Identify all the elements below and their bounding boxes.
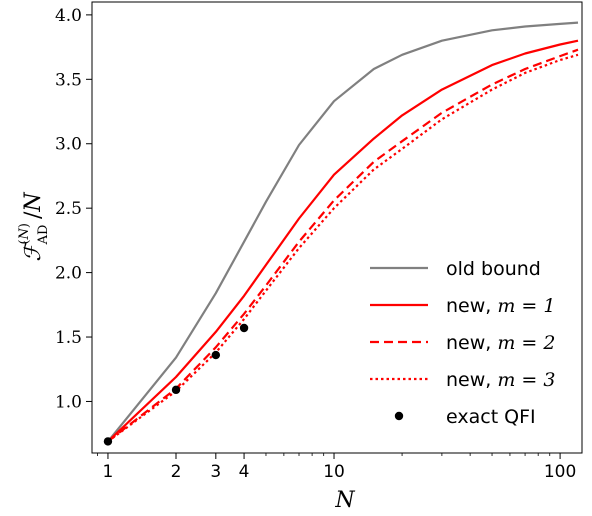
legend-label: new, m = 2 [446, 332, 555, 354]
y-tick-label: 2.0 [55, 264, 82, 284]
data-point-exact-qfi [171, 385, 181, 395]
data-point-exact-qfi [103, 437, 113, 446]
legend-label: exact QFI [446, 406, 536, 428]
legend: old bound new, m = 1 new, m = 2 new, m = 3 e… [370, 258, 555, 428]
plot-frame [91, 1, 583, 454]
x-tick-label: 100 [544, 462, 576, 482]
x-tick-label: 1 [103, 462, 114, 482]
series-line-new-m-1 [107, 39, 579, 443]
x-tick-label: 2 [171, 462, 182, 482]
data-point-exact-qfi [211, 350, 221, 360]
x-axis-label: N [334, 488, 355, 513]
y-tick-label: 1.5 [55, 328, 82, 348]
y-tick-label: 3.5 [55, 70, 82, 90]
y-tick-label: 2.5 [55, 199, 82, 219]
y-tick-label: 1.0 [55, 392, 82, 412]
y-axis: 1.0 1.5 2.0 2.5 3.0 3.5 4.0 [55, 6, 92, 412]
legend-label: new, m = 3 [446, 369, 555, 391]
data-point-exact-qfi [239, 323, 249, 333]
y-tick-label: 3.0 [55, 135, 82, 155]
svg-text:ℱAD(N)/N: ℱAD(N)/N [17, 192, 51, 262]
y-axis-label: ℱAD(N)/N [17, 192, 51, 262]
x-axis: 1 2 3 4 10 100 [97, 453, 576, 482]
legend-marker [394, 411, 404, 421]
x-tick-label: 4 [239, 462, 250, 482]
series-line-old-bound [107, 21, 579, 443]
legend-label: new, m = 1 [446, 295, 555, 317]
y-tick-label: 4.0 [55, 6, 82, 26]
series-line-new-m-3 [107, 53, 579, 443]
series-layer [103, 21, 579, 446]
x-tick-label: 3 [210, 462, 221, 482]
x-tick-label: 10 [323, 462, 345, 482]
legend-label: old bound [446, 258, 541, 280]
